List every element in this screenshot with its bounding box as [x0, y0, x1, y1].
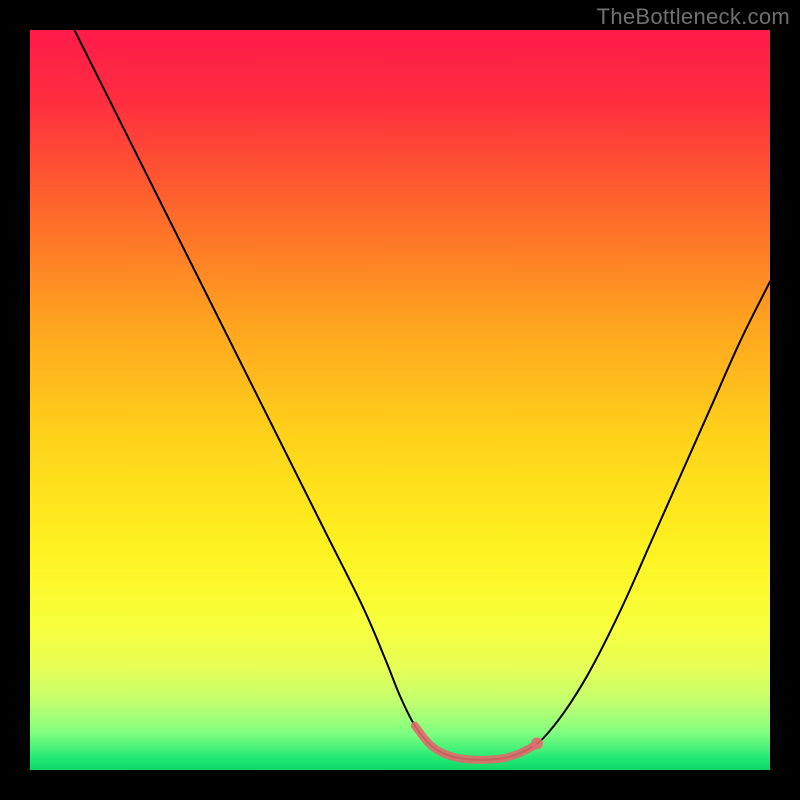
- watermark-text: TheBottleneck.com: [597, 4, 790, 30]
- highlight-end-dot: [531, 737, 543, 749]
- bottleneck-curve-chart: [0, 0, 800, 800]
- chart-container: TheBottleneck.com: [0, 0, 800, 800]
